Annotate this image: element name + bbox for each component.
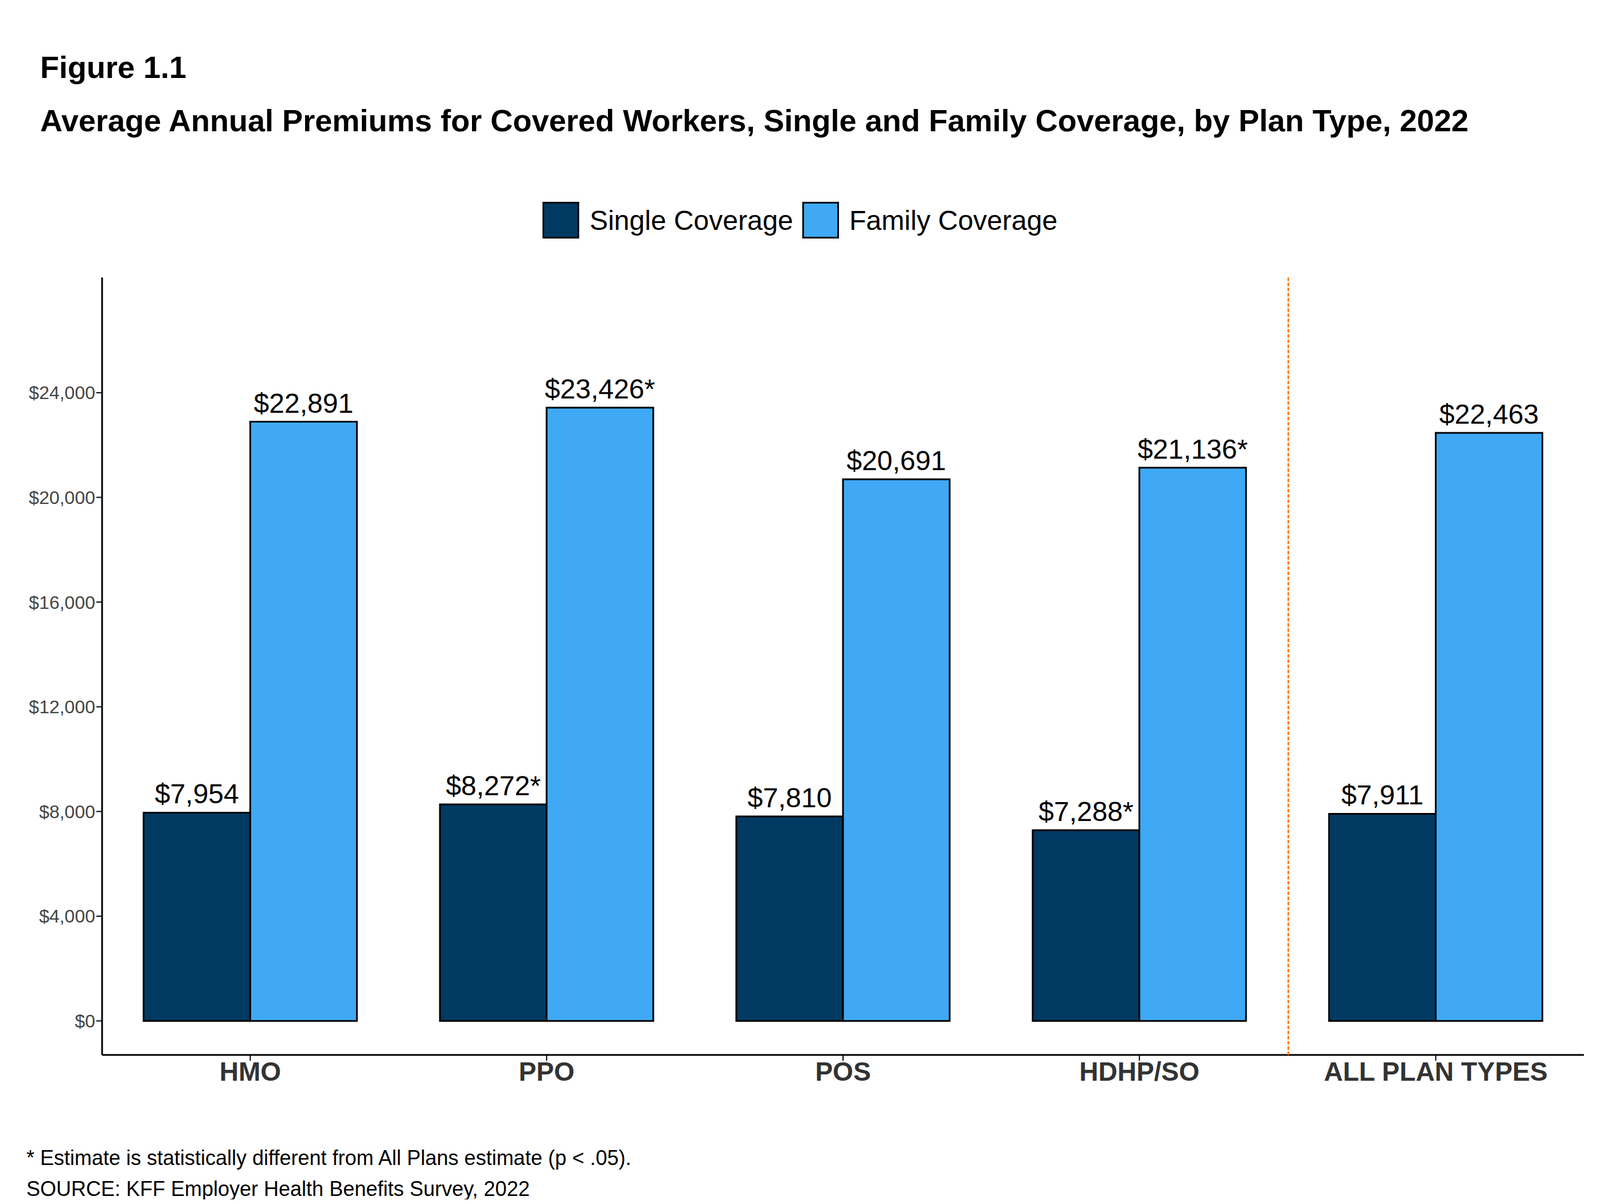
svg-text:$7,810: $7,810 bbox=[747, 782, 833, 814]
svg-text:$8,272*: $8,272* bbox=[445, 770, 541, 802]
svg-text:$23,426*: $23,426* bbox=[544, 373, 655, 405]
html-text:Single Coverage: Single Coverage bbox=[589, 205, 794, 236]
svg-text:$7,288*: $7,288* bbox=[1038, 796, 1134, 827]
svg-text:PPO: PPO bbox=[518, 1056, 575, 1087]
svg-text:$4,000: $4,000 bbox=[38, 906, 96, 927]
svg-text:$12,000: $12,000 bbox=[28, 696, 96, 718]
svg-text:$7,911: $7,911 bbox=[1341, 779, 1424, 811]
html-text:Average Annual Premiums for Co: Average Annual Premiums for Covered Work… bbox=[40, 103, 1469, 138]
svg-text:$21,136*: $21,136* bbox=[1137, 434, 1248, 465]
html-text:SOURCE: KFF Employer Health Be: SOURCE: KFF Employer Health Benefits Sur… bbox=[26, 1177, 530, 1201]
svg-text:$20,000: $20,000 bbox=[28, 487, 96, 509]
html-text:Figure 1.1: Figure 1.1 bbox=[40, 49, 187, 85]
svg-text:$0: $0 bbox=[74, 1011, 96, 1032]
html-text:Family Coverage: Family Coverage bbox=[849, 205, 1058, 236]
svg-text:HDHP/SO: HDHP/SO bbox=[1079, 1056, 1200, 1087]
svg-text:$7,954: $7,954 bbox=[154, 778, 240, 810]
svg-text:$16,000: $16,000 bbox=[28, 592, 96, 614]
svg-text:$24,000: $24,000 bbox=[28, 382, 96, 404]
svg-text:$22,891: $22,891 bbox=[254, 388, 354, 419]
svg-text:POS: POS bbox=[814, 1056, 871, 1087]
svg-text:ALL PLAN TYPES: ALL PLAN TYPES bbox=[1323, 1056, 1548, 1087]
svg-text:$8,000: $8,000 bbox=[38, 801, 96, 823]
svg-text:HMO: HMO bbox=[219, 1056, 282, 1087]
html-text:* Estimate is statistically di: * Estimate is statistically different fr… bbox=[26, 1146, 632, 1170]
svg-text:$22,463: $22,463 bbox=[1439, 399, 1540, 430]
svg-text:$20,691: $20,691 bbox=[846, 445, 947, 476]
